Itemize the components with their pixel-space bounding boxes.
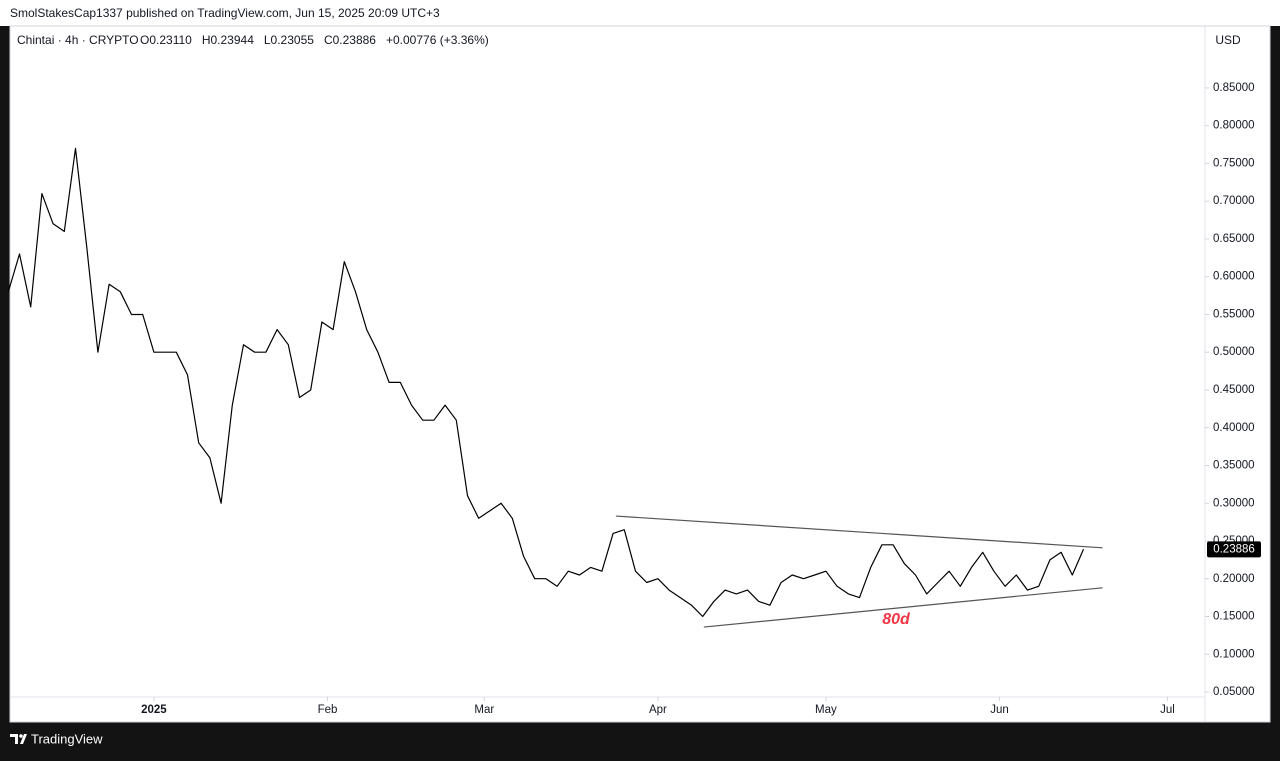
footer-brand: TradingView [31,731,103,746]
currency: USD [1215,33,1241,47]
y-tick-label: 0.15000 [1213,611,1255,623]
x-tick-label: Mar [474,704,494,716]
y-tick-label: 0.85000 [1213,82,1255,94]
y-tick-label: 0.20000 [1213,573,1255,585]
x-tick-label: Feb [318,704,338,716]
footer-logo [10,734,27,744]
top-bar [0,0,1280,26]
y-tick-label: 0.60000 [1213,271,1255,283]
ohlc-value: H0.23944 [202,33,254,47]
ohlc-value: +0.00776 (+3.36%) [386,33,489,47]
y-tick-label: 0.80000 [1213,120,1255,132]
y-tick-label: 0.75000 [1213,157,1255,169]
symbol: Chintai · 4h · CRYPTO [17,33,139,47]
y-tick-label: 0.55000 [1213,308,1255,320]
publisher: SmolStakesCap1337 published on TradingVi… [10,6,440,20]
ohlc-value: O0.23110 [140,33,192,47]
ohlc-value: C0.23886 [324,33,376,47]
x-tick-label: 2025 [141,704,167,716]
annotation: 80d [882,611,911,628]
trendline [615,515,1103,549]
y-tick-label: 0.45000 [1213,384,1255,396]
y-tick-label: 0.05000 [1213,686,1255,698]
y-tick-label: 0.65000 [1213,233,1255,245]
y-tick-label: 0.10000 [1213,648,1255,660]
y-tick-label: 0.50000 [1213,346,1255,358]
x-tick-label: Jun [990,704,1009,716]
y-tick-label: 0.35000 [1213,460,1255,472]
last-price-label: 0.23886 [1213,543,1255,555]
x-tick-label: Jul [1160,704,1175,716]
price-line [7,147,1085,618]
chart-panel [9,25,1271,723]
y-tick-label: 0.30000 [1213,497,1255,509]
trendline [703,587,1103,628]
last-price-box [1207,541,1261,558]
x-tick-label: May [815,704,837,716]
y-tick-label: 0.40000 [1213,422,1255,434]
ohlc-value: L0.23055 [264,33,314,47]
x-tick-label: Apr [649,704,667,716]
y-tick-label: 0.70000 [1213,195,1255,207]
